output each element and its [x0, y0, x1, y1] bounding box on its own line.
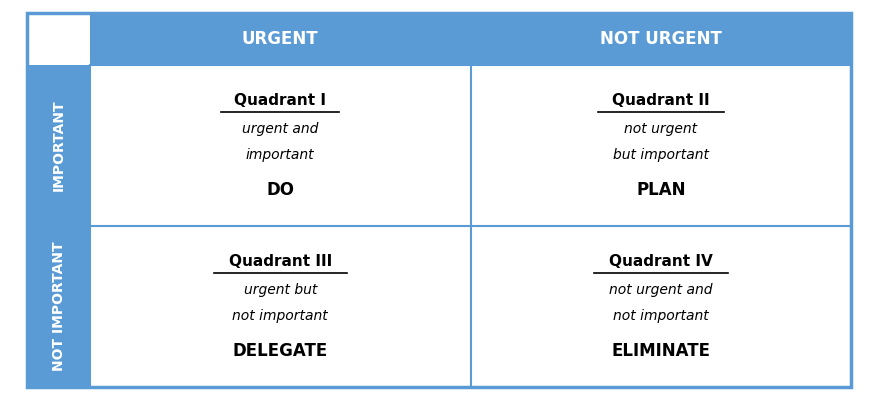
Text: not important: not important — [613, 309, 708, 323]
Bar — [28, 65, 90, 387]
Text: NOT IMPORTANT: NOT IMPORTANT — [51, 242, 65, 371]
Text: NOT URGENT: NOT URGENT — [600, 30, 721, 48]
Text: URGENT: URGENT — [242, 30, 318, 48]
Text: Quadrant I: Quadrant I — [234, 93, 326, 108]
Bar — [90, 13, 850, 65]
Text: DELEGATE: DELEGATE — [232, 342, 328, 360]
Text: IMPORTANT: IMPORTANT — [51, 100, 65, 191]
Bar — [90, 226, 470, 387]
Text: DO: DO — [266, 182, 294, 200]
Text: ELIMINATE: ELIMINATE — [611, 342, 710, 360]
Text: urgent but: urgent but — [243, 283, 316, 297]
Text: not urgent: not urgent — [624, 122, 697, 136]
Text: important: important — [246, 148, 315, 162]
Text: PLAN: PLAN — [635, 182, 685, 200]
Bar — [470, 65, 850, 226]
Text: not important: not important — [232, 309, 328, 323]
Text: not urgent and: not urgent and — [608, 283, 712, 297]
Bar — [470, 226, 850, 387]
Text: Quadrant III: Quadrant III — [229, 254, 331, 269]
Text: Quadrant II: Quadrant II — [612, 93, 709, 108]
Text: Quadrant IV: Quadrant IV — [608, 254, 712, 269]
Bar — [90, 65, 470, 226]
Text: urgent and: urgent and — [242, 122, 318, 136]
Text: but important: but important — [612, 148, 708, 162]
